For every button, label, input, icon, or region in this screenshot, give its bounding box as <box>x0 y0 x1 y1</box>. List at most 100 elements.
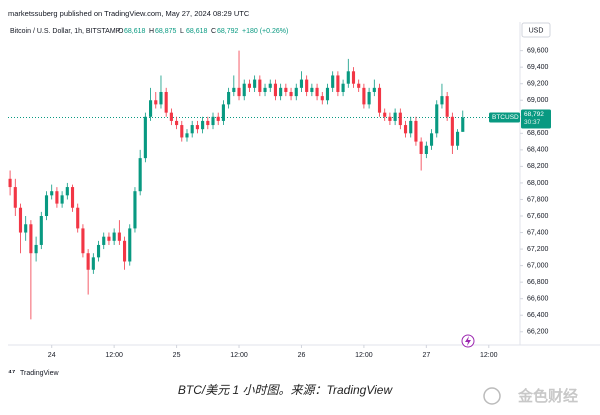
candle-body <box>424 145 428 154</box>
candle-body <box>102 236 106 245</box>
candle-body <box>107 236 111 241</box>
candle-body <box>294 87 298 97</box>
candle-body <box>138 158 142 192</box>
candle-body <box>403 125 408 134</box>
y-tick-label: 67,200 <box>527 246 549 253</box>
y-tick-label: 67,800 <box>527 196 549 203</box>
candle-body <box>60 195 64 204</box>
candle-body <box>211 116 215 126</box>
candle-body <box>409 120 413 134</box>
candle-body <box>29 224 33 254</box>
candle-body <box>55 191 59 204</box>
y-tick-label: 66,200 <box>527 329 549 336</box>
y-tick-label: 69,200 <box>527 81 549 88</box>
candle-body <box>175 120 179 126</box>
symbol: Bitcoin / U.S. Dollar, 1h, BITSTAMP <box>10 28 121 35</box>
ohlc-key: C <box>211 28 216 35</box>
candle-body <box>336 75 340 92</box>
candle-body <box>96 244 101 258</box>
ohlc-value: 68,792 <box>217 28 239 35</box>
logo-mark: ⁴⁷ <box>8 368 15 377</box>
candle-body <box>227 91 231 105</box>
x-tick-label: 12:00 <box>480 352 498 359</box>
candle-body <box>164 91 168 113</box>
candle-body <box>112 232 116 241</box>
x-tick-label: 24 <box>48 352 56 359</box>
candle-body <box>18 207 23 233</box>
y-tick-label: 69,600 <box>527 47 549 54</box>
candle-body <box>34 244 38 254</box>
candle-body <box>50 191 54 196</box>
candle-body <box>122 240 127 262</box>
logo-text: TradingView <box>20 370 59 377</box>
candle-body <box>393 112 397 121</box>
candle-body <box>185 133 189 138</box>
candle-body <box>44 195 49 217</box>
candle-body <box>242 83 246 97</box>
candle-body <box>247 83 251 88</box>
x-tick-label: 27 <box>422 352 430 359</box>
ohlc-value: 68,618 <box>186 28 208 35</box>
candle-body <box>357 83 361 88</box>
candle-body <box>414 120 418 142</box>
candle-body <box>310 87 314 92</box>
y-tick-label: 66,400 <box>527 312 549 319</box>
candle-body <box>456 131 460 146</box>
candle-body <box>263 87 267 92</box>
candle-body <box>216 116 220 121</box>
candle-body <box>206 120 210 126</box>
candle-body <box>341 83 345 92</box>
candle-body <box>258 79 262 92</box>
candle-body <box>320 96 324 101</box>
candle-body <box>81 228 85 254</box>
candle-body <box>383 112 387 117</box>
candle-body <box>377 87 382 113</box>
candle-body <box>237 87 241 97</box>
currency: USD <box>529 27 544 34</box>
candle-body <box>8 178 12 188</box>
y-tick-label: 67,400 <box>527 229 549 236</box>
caption: BTC/美元 1 小时图。来源：TradingView <box>178 383 394 397</box>
candle-body <box>24 224 28 233</box>
candle-body <box>221 104 225 121</box>
candle-body <box>133 191 137 229</box>
y-tick-label: 66,800 <box>527 279 549 286</box>
watermark-icon <box>483 387 501 405</box>
candle-body <box>149 100 153 117</box>
y-tick-label: 66,600 <box>527 296 549 303</box>
candle-body <box>435 104 439 134</box>
watermark: 金色财经 <box>517 387 578 405</box>
price-label-price: 68,792 <box>524 111 544 118</box>
candle-body <box>13 187 17 208</box>
y-tick-label: 68,600 <box>527 130 549 137</box>
candle-body <box>190 125 194 134</box>
candle-body <box>232 87 236 92</box>
candle-body <box>279 87 283 97</box>
candle-body <box>325 87 330 101</box>
y-tick-label: 67,000 <box>527 262 549 269</box>
x-tick-label: 12:00 <box>230 352 248 359</box>
ohlc-key: L <box>180 28 184 35</box>
y-tick-label: 69,400 <box>527 64 549 71</box>
candle-body <box>315 87 319 97</box>
candle-body <box>351 71 356 84</box>
candle-body <box>346 71 350 84</box>
y-tick-label: 68,000 <box>527 180 549 187</box>
candle-body <box>65 187 69 196</box>
candle-body <box>180 125 184 138</box>
currency-box <box>521 22 551 38</box>
candle-body <box>299 79 304 88</box>
publisher: marketssuberg published on TradingView.c… <box>8 9 250 18</box>
ohlc-legend: O 68,618 H 68,875 L 68,618 C 68,792 +180 (+0.26%… <box>118 28 288 35</box>
candle-body <box>86 253 90 270</box>
candle-body <box>128 228 132 262</box>
x-tick-label: 26 <box>298 352 306 359</box>
candle-body <box>450 116 454 146</box>
symbol-box <box>489 112 520 123</box>
logo: ⁴⁷ TradingView <box>8 368 59 377</box>
candle-body <box>169 112 173 121</box>
price-label-symbol: BTCUSD <box>492 114 519 121</box>
candle-body <box>305 79 309 92</box>
y-tick-label: 68,400 <box>527 147 549 154</box>
